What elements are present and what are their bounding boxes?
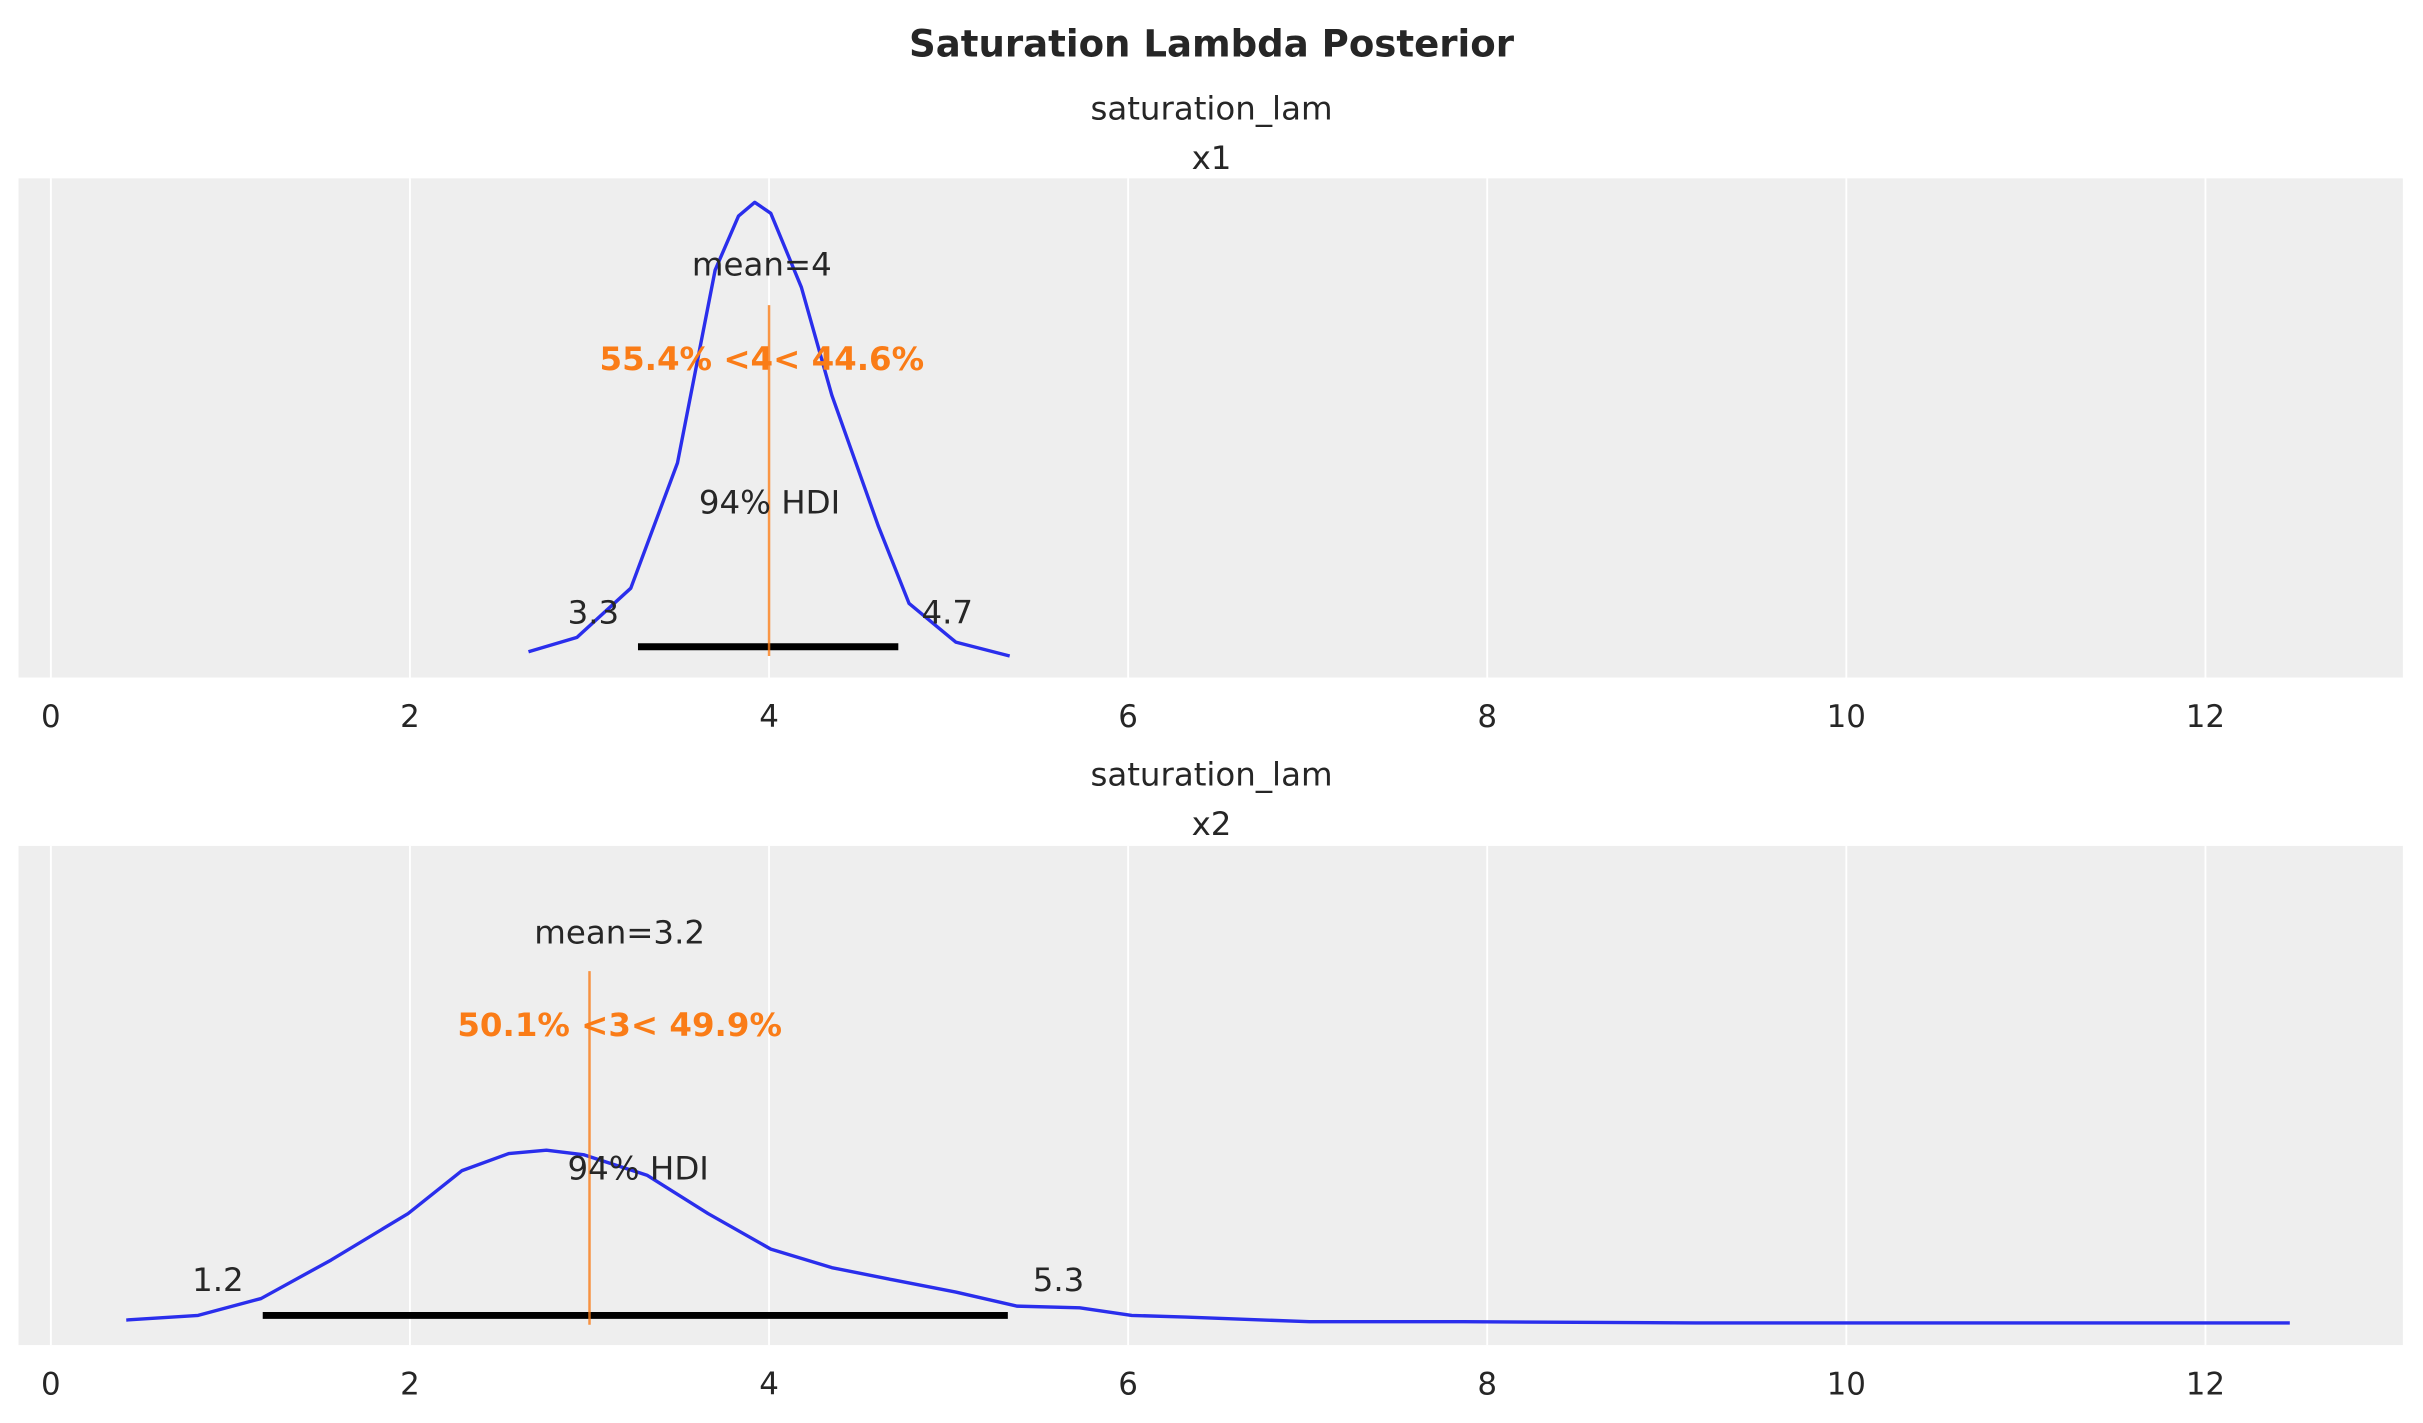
plot-area (18, 178, 2403, 678)
hdi-high-label: 4.7 (921, 593, 973, 631)
x-tick-label: 10 (1827, 1367, 1866, 1403)
x-tick-label: 6 (1118, 1367, 1138, 1403)
panel-title-line1: saturation_lam (1090, 756, 1332, 794)
hdi-low-label: 3.3 (568, 593, 620, 631)
panel-x1: saturation_lam x1 0 2 4 6 8 10 12 mean=4 55.4% <… (18, 90, 2403, 735)
x-tick-label: 4 (759, 1367, 779, 1403)
x-tick-label: 2 (400, 699, 420, 735)
x-tick-label: 2 (400, 1367, 420, 1403)
panel-title-line2: x2 (1192, 805, 1232, 843)
reference-label: 50.1% <3< 49.9% (457, 1006, 782, 1044)
density-curve (126, 1148, 2290, 1325)
x-tick-label: 10 (1827, 699, 1866, 735)
x-tick-label: 0 (41, 699, 61, 735)
x-tick-label: 4 (759, 699, 779, 735)
reference-label: 55.4% <4< 44.6% (600, 340, 925, 378)
panel-title-line2: x1 (1192, 139, 1232, 177)
x-tick-label: 12 (2186, 1367, 2225, 1403)
x-tick-label: 8 (1477, 1367, 1497, 1403)
plot-area (18, 845, 2403, 1346)
hdi-low-label: 1.2 (192, 1261, 244, 1299)
mean-label: mean=3.2 (534, 913, 705, 951)
panel-title-line1: saturation_lam (1090, 90, 1332, 128)
chart-title: Saturation Lambda Posterior (909, 22, 1515, 65)
mean-label: mean=4 (692, 246, 832, 284)
density-curve (528, 200, 1011, 658)
x-tick-label: 6 (1118, 699, 1138, 735)
hdi-label: 94% HDI (568, 1150, 709, 1188)
hdi-label: 94% HDI (699, 484, 840, 522)
hdi-high-label: 5.3 (1033, 1261, 1085, 1299)
panel-x2: saturation_lam x2 0 2 4 6 8 10 12 mean=3.2 50.1%… (18, 756, 2403, 1403)
x-tick-label: 8 (1477, 699, 1497, 735)
x-tick-label: 0 (41, 1367, 61, 1403)
x-tick-label: 12 (2186, 699, 2225, 735)
